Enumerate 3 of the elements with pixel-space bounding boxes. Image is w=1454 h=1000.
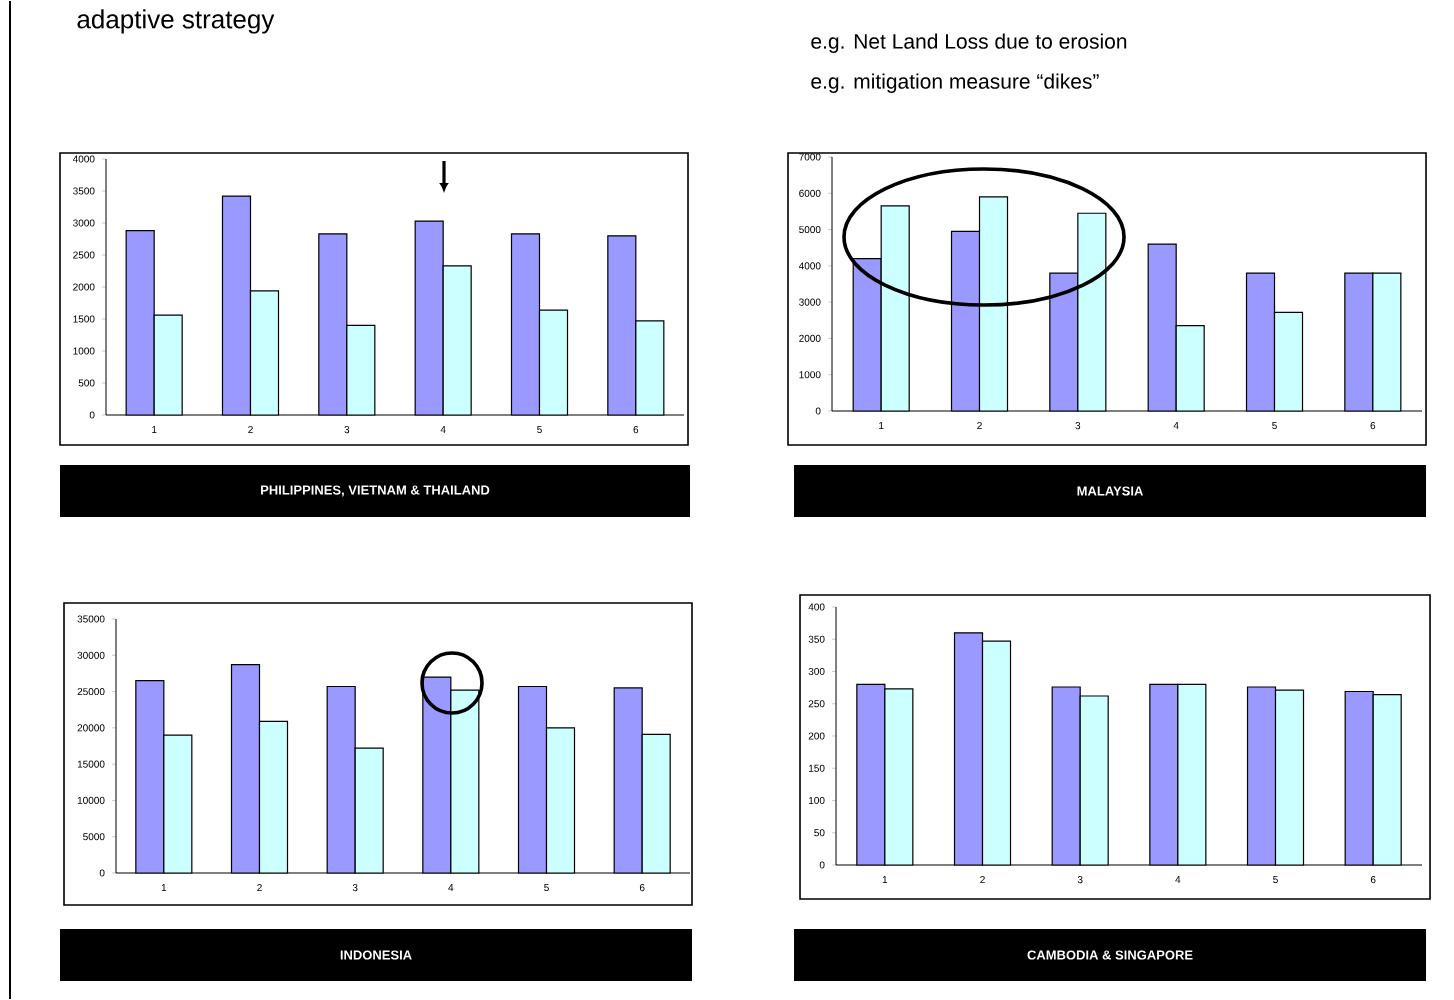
text: adaptive strategy <box>77 9 275 34</box>
text: e.g. Net Land Loss due to erosion <box>811 33 1127 53</box>
text: e.g. mitigation measure “dikes” <box>811 73 1099 93</box>
